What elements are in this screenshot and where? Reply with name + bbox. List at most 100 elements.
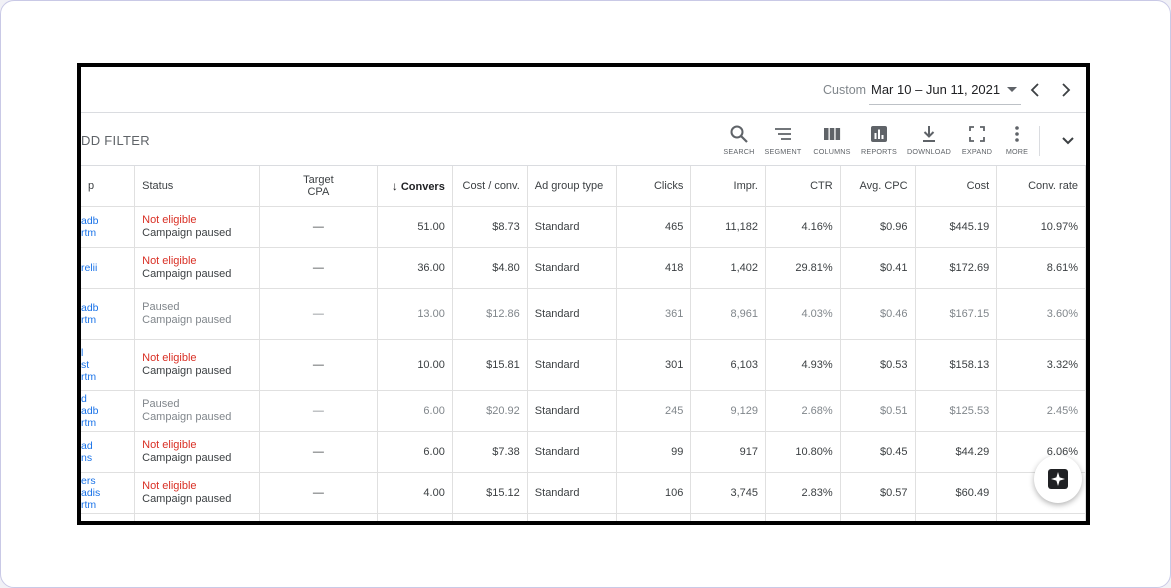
target-cpa-cell: — [259, 206, 378, 248]
table-header-row: p Status Target CPA ↓ Convers Cost / conv… [81, 166, 1086, 207]
table-row[interactable]: relii Not eligible Campaign paused —36.00 $4… [81, 247, 1086, 289]
segment-tool-label: SEGMENT [764, 147, 802, 156]
col-header-target-cpa-line2: CPA [307, 185, 330, 198]
chevron-down-icon[interactable] [1057, 130, 1079, 152]
ctr-cell: 29.81% [765, 247, 841, 289]
status-cell: Not eligible Campaign paused [134, 339, 260, 391]
ad-group-name-link[interactable]: ers adis rtm [81, 472, 136, 514]
status-text: Not eligible [142, 213, 197, 226]
col-header-impr[interactable]: Impr. [690, 166, 766, 207]
table-row[interactable]: adb rtm Not eligible Campaign paused —51.00 $… [81, 206, 1086, 248]
table-row[interactable]: l st rtm Not eligible Campaign paused —10.00 $… [81, 339, 1086, 391]
table-row[interactable]: ers adis rtm Not eligible Campaign paused —4.… [81, 472, 1086, 514]
target-cpa-cell: — [259, 431, 378, 473]
status-text: Paused [142, 397, 180, 410]
ad-group-name-link[interactable]: relii [81, 247, 136, 289]
conv-rate-cell: 3.60% [996, 288, 1086, 340]
col-header-clicks[interactable]: Clicks [616, 166, 692, 207]
status-subtext: Campaign paused [142, 313, 232, 326]
reports-icon [871, 126, 887, 142]
date-range-underline [869, 104, 1021, 105]
status-subtext: Campaign paused [142, 226, 232, 239]
ad-group-name-fragment: rtm [81, 370, 97, 383]
status-text: Paused [142, 300, 180, 313]
status-subtext: Campaign paused [142, 451, 232, 464]
ctr-cell: 4.16% [765, 206, 841, 248]
col-header-conv-rate[interactable]: Conv. rate [996, 166, 1086, 207]
date-dropdown-icon[interactable] [1007, 87, 1017, 92]
clicks-cell: 465 [616, 206, 692, 248]
search-tool-label: SEARCH [723, 147, 755, 156]
date-range-bar: Custom Mar 10 – Jun 11, 2021 [81, 67, 1086, 113]
reports-tool-button[interactable]: REPORTS [855, 124, 903, 156]
table-row[interactable]: d adb rtm Paused Campaign paused —6.00 $20.92 S… [81, 390, 1086, 432]
ad-group-name-fragment: relii [81, 261, 98, 274]
status-subtext: Campaign paused [142, 267, 232, 280]
empty-cell [81, 513, 136, 521]
cost-cell: $125.53 [915, 390, 998, 432]
sparkle-star-icon [1048, 469, 1068, 489]
status-cell: Not eligible Campaign paused [134, 247, 260, 289]
ad-group-type-cell: Standard [527, 288, 617, 340]
chevron-right-icon[interactable] [1056, 79, 1076, 101]
ad-group-type-cell: Standard [527, 206, 617, 248]
ad-group-name-fragment: rtm [81, 416, 97, 429]
col-header-avg-cpc[interactable]: Avg. CPC [840, 166, 916, 207]
add-filter-button[interactable]: DD FILTER [81, 133, 150, 148]
chevron-left-icon[interactable] [1025, 79, 1045, 101]
more-vert-icon [1015, 126, 1019, 142]
conv-rate-cell: 8.61% [996, 247, 1086, 289]
cost-cell: $44.29 [915, 431, 998, 473]
ad-group-name-link[interactable]: ad ns [81, 431, 136, 473]
col-header-cost-per-conv[interactable]: Cost / conv. [452, 166, 528, 207]
status-cell: Paused Campaign paused [134, 288, 260, 340]
impr-cell: 917 [690, 431, 766, 473]
avg-cpc-cell: $0.41 [840, 247, 916, 289]
date-range-value[interactable]: Mar 10 – Jun 11, 2021 [871, 82, 1001, 97]
ctr-cell: 4.03% [765, 288, 841, 340]
ad-group-name-fragment: rtm [81, 313, 97, 326]
empty-cell [452, 513, 528, 521]
segment-tool-button[interactable]: SEGMENT [759, 124, 807, 156]
ad-group-name-link[interactable]: d adb rtm [81, 390, 136, 432]
empty-cell [259, 513, 378, 521]
table-toolbar: DD FILTER SEARCH SEGMENT [81, 114, 1086, 166]
ad-group-name-link[interactable]: adb rtm [81, 206, 136, 248]
status-subtext: Campaign paused [142, 492, 232, 505]
table-row[interactable]: adb rtm Paused Campaign paused —13.00 $12.86 S… [81, 288, 1086, 340]
ad-group-type-cell: Standard [527, 339, 617, 391]
ad-group-name-link[interactable]: l st rtm [81, 339, 136, 391]
columns-tool-button[interactable]: COLUMNS [808, 124, 856, 156]
empty-cell [134, 513, 260, 521]
cost-cell: $167.15 [915, 288, 998, 340]
assistant-fab-button[interactable] [1034, 455, 1082, 503]
conversions-cell: 4.00 [377, 472, 453, 514]
table-row[interactable]: ad ns Not eligible Campaign paused —6.00 $7.3… [81, 431, 1086, 473]
impr-cell: 8,961 [690, 288, 766, 340]
cost-per-conv-cell: $4.80 [452, 247, 528, 289]
download-tool-button[interactable]: DOWNLOAD [905, 124, 953, 156]
col-header-name[interactable]: p [81, 166, 136, 207]
expand-tool-button[interactable]: EXPAND [953, 124, 1001, 156]
col-header-status[interactable]: Status [134, 166, 260, 207]
cost-per-conv-cell: $15.12 [452, 472, 528, 514]
empty-cell [690, 513, 766, 521]
ad-group-name-fragment: adb [81, 214, 99, 227]
impr-cell: 6,103 [690, 339, 766, 391]
columns-icon [824, 128, 841, 140]
col-header-ctr[interactable]: CTR [765, 166, 841, 207]
conversions-cell: 36.00 [377, 247, 453, 289]
ad-groups-table: p Status Target CPA ↓ Convers Cost / conv… [81, 166, 1086, 521]
cost-cell: $172.69 [915, 247, 998, 289]
columns-tool-label: COLUMNS [813, 147, 851, 156]
col-header-ad-group-type[interactable]: Ad group type [527, 166, 617, 207]
ctr-cell: 2.83% [765, 472, 841, 514]
col-header-cost[interactable]: Cost [915, 166, 998, 207]
col-header-conversions[interactable]: ↓ Convers [376, 166, 453, 207]
more-tool-button[interactable]: MORE [993, 124, 1041, 156]
search-tool-button[interactable]: SEARCH [715, 124, 763, 156]
ad-group-name-link[interactable]: adb rtm [81, 288, 136, 340]
cost-cell: $60.49 [915, 472, 998, 514]
col-header-target-cpa[interactable]: Target CPA [259, 166, 378, 207]
ad-group-name-fragment: adb [81, 301, 99, 314]
